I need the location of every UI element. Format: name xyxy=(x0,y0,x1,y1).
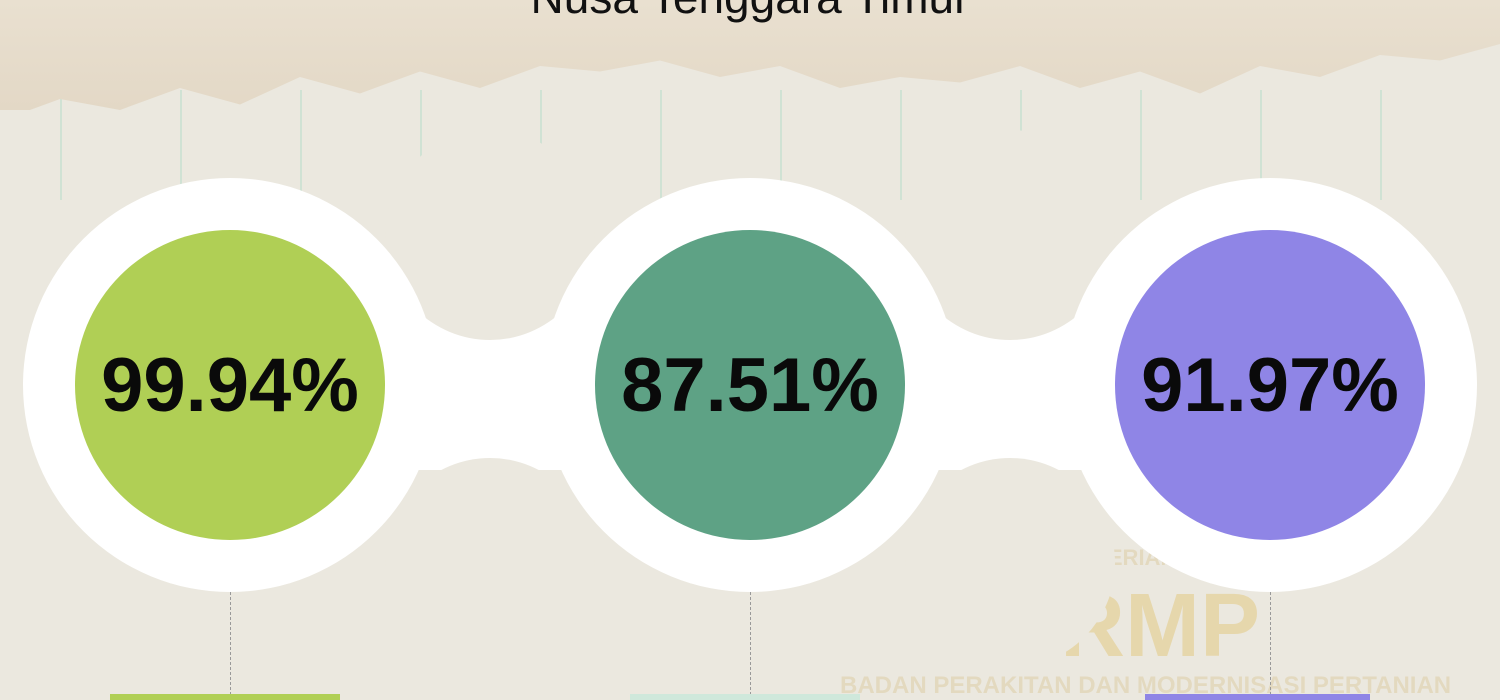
connector-notch xyxy=(905,458,1115,668)
stat-value-2: 87.51% xyxy=(595,230,905,540)
label-bar-3 xyxy=(1145,694,1370,700)
label-bar-1 xyxy=(110,694,340,700)
divider-line xyxy=(1270,592,1271,700)
divider-line xyxy=(750,592,751,700)
stat-value-3: 91.97% xyxy=(1115,230,1425,540)
stat-value-1: 99.94% xyxy=(75,230,385,540)
label-bar-2 xyxy=(630,694,860,700)
connector-notch xyxy=(385,458,595,668)
page-title: Nusa Tenggara Timur xyxy=(0,0,1500,24)
divider-line xyxy=(230,592,231,700)
